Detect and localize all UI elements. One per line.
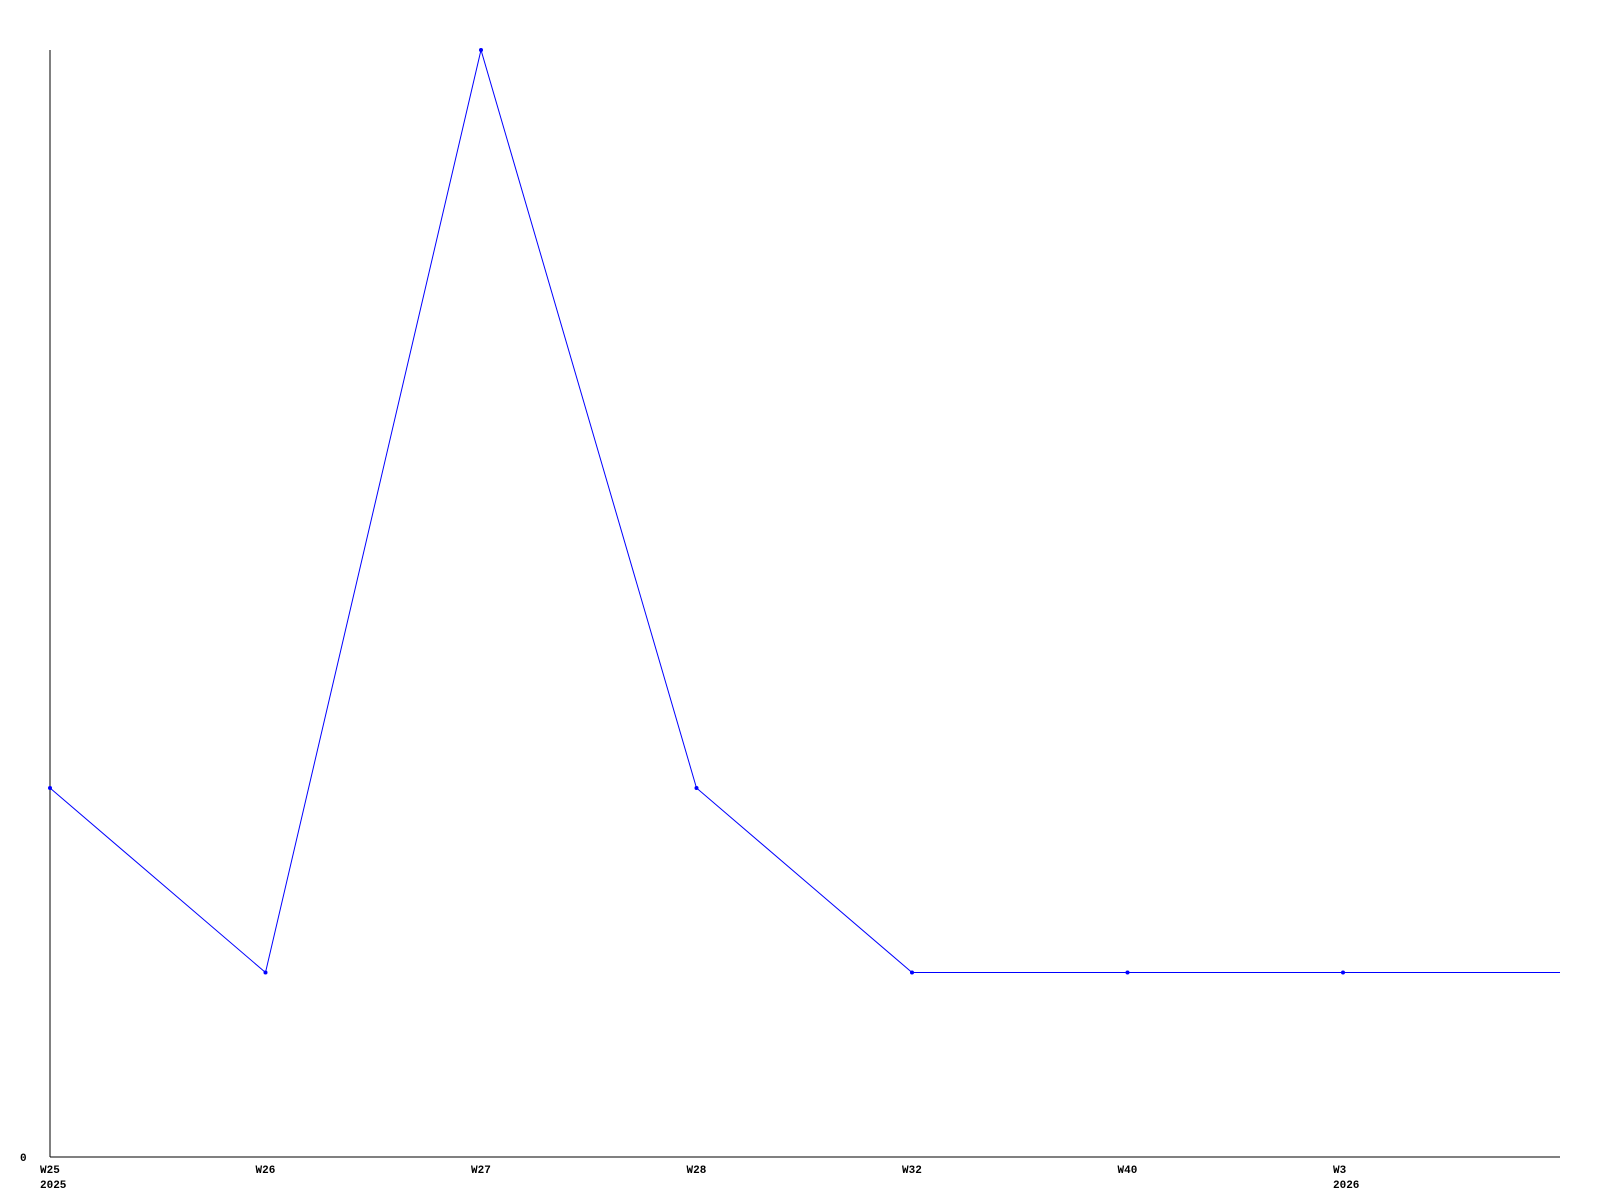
x-tick-label: W3 <box>1333 1165 1347 1177</box>
x-tick-label: W26 <box>256 1165 276 1177</box>
data-point <box>694 786 699 790</box>
y-tick-label: 0 <box>20 1153 27 1165</box>
x-tick-label: W40 <box>1118 1165 1138 1177</box>
data-point <box>48 786 52 790</box>
data-point <box>479 48 483 52</box>
series-line <box>49 48 1560 974</box>
data-point <box>1125 970 1130 975</box>
x-tick-label: W25 <box>40 1165 60 1177</box>
x-tick-label: W27 <box>471 1165 491 1177</box>
x-tick-label: W32 <box>902 1165 922 1177</box>
x-tick-label: W28 <box>687 1165 707 1177</box>
x-year-label: 2025 <box>40 1180 67 1192</box>
data-point <box>1341 970 1345 975</box>
data-point <box>910 970 914 975</box>
x-year-label: 2026 <box>1333 1180 1359 1192</box>
data-point <box>263 970 268 975</box>
